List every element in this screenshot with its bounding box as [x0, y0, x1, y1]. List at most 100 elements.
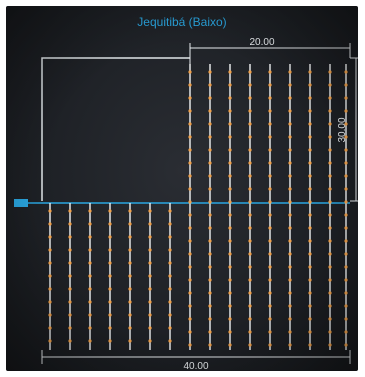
rebar-dot [48, 235, 52, 239]
rebar-dot [328, 330, 332, 334]
rebar-dot [108, 274, 112, 278]
rebar-dot [228, 109, 232, 113]
rebar-dot [228, 161, 232, 165]
rebar-dot [328, 200, 332, 204]
rebar-dot [228, 304, 232, 308]
rebar-dot [328, 252, 332, 256]
rebar-dot [268, 343, 272, 347]
rebar-dot [268, 70, 272, 74]
rebar-dot [108, 313, 112, 317]
rebar-dot [344, 161, 348, 165]
rebar-dot [48, 248, 52, 252]
rebar-dot [208, 226, 212, 230]
rebar-dot [188, 96, 192, 100]
rebar-dot [228, 96, 232, 100]
rebar-dot [288, 265, 292, 269]
rebar-dot [268, 226, 272, 230]
photo-frame: Jequitibá (Baixo) 20.00 30.00 ±0 [6, 6, 358, 371]
rebar-dot [208, 148, 212, 152]
rebar-dot [228, 239, 232, 243]
rebar-dot [188, 330, 192, 334]
rebar-dot [108, 222, 112, 226]
rebar-dot [344, 135, 348, 139]
rebar-dot [344, 174, 348, 178]
dimension-bottom [41, 350, 351, 364]
rebar-dot [344, 278, 348, 282]
rebar-dot [168, 287, 172, 291]
rebar-dot [88, 261, 92, 265]
rebar-dot [308, 265, 312, 269]
rebar-dot [268, 213, 272, 217]
dimension-bottom-label: 40.00 [183, 361, 208, 371]
rebar-dot [168, 261, 172, 265]
rebar-dot [328, 135, 332, 139]
rebar-dot [208, 96, 212, 100]
rebar-dot [308, 135, 312, 139]
rebar-dot [68, 222, 72, 226]
rebar-dot [308, 213, 312, 217]
rebar-dot [188, 187, 192, 191]
rebar-dot [248, 343, 252, 347]
rebar-dot [268, 239, 272, 243]
rebar-dot [228, 213, 232, 217]
drawing-title: Jequitibá (Baixo) [137, 15, 226, 29]
rebar-dot [168, 209, 172, 213]
rebar-dot [148, 222, 152, 226]
rebar-dot [288, 239, 292, 243]
rebar-dot [268, 96, 272, 100]
rebar-dot [328, 109, 332, 113]
rebar-dot [188, 148, 192, 152]
rebar-dot [88, 339, 92, 343]
rebar-dot [308, 161, 312, 165]
rebar-dot [328, 291, 332, 295]
rebar-dot [188, 83, 192, 87]
rebar-dot [128, 274, 132, 278]
rebar-dot [344, 330, 348, 334]
rebar-dot [248, 252, 252, 256]
rebar-dot [248, 122, 252, 126]
rebar-dot [228, 83, 232, 87]
rebar-dot [344, 213, 348, 217]
rebar-dot [308, 317, 312, 321]
rebar-dot [128, 209, 132, 213]
rebar-dot [48, 313, 52, 317]
level-marker: ±0 [17, 199, 26, 208]
rebar-dot [48, 209, 52, 213]
rebar-dot [228, 135, 232, 139]
rebar-dot [48, 326, 52, 330]
rebar-dot [328, 187, 332, 191]
rebar-dot [208, 343, 212, 347]
rebar-dot [108, 235, 112, 239]
rebar-dot [168, 274, 172, 278]
rebar-dot [228, 343, 232, 347]
rebar-dot [328, 317, 332, 321]
rebar-dot [308, 200, 312, 204]
rebar-dot [328, 226, 332, 230]
rebar-dot [308, 343, 312, 347]
rebar-dot [228, 317, 232, 321]
rebar-dot [328, 239, 332, 243]
dimension-side-label: 30.00 [337, 117, 348, 142]
rebar-dot [268, 122, 272, 126]
rebar-dot [188, 317, 192, 321]
rebar-dot [248, 148, 252, 152]
rebar-dot [248, 226, 252, 230]
rebar-dot [248, 291, 252, 295]
rebar-dot [288, 278, 292, 282]
rebar-dot [328, 148, 332, 152]
rebar-dot [208, 239, 212, 243]
rebar-dot [208, 135, 212, 139]
rebar-dot [188, 239, 192, 243]
rebar-dot [344, 304, 348, 308]
rebar-dot [344, 83, 348, 87]
rebar-dot [328, 122, 332, 126]
rebar-dot [248, 200, 252, 204]
rebar-dot [128, 326, 132, 330]
rebar-dot [344, 239, 348, 243]
rebar-dot [148, 326, 152, 330]
rebar-dot [188, 304, 192, 308]
rebar-dot [68, 300, 72, 304]
rebar-dot [288, 187, 292, 191]
rebar-dot [188, 200, 192, 204]
rebar-dot [68, 261, 72, 265]
